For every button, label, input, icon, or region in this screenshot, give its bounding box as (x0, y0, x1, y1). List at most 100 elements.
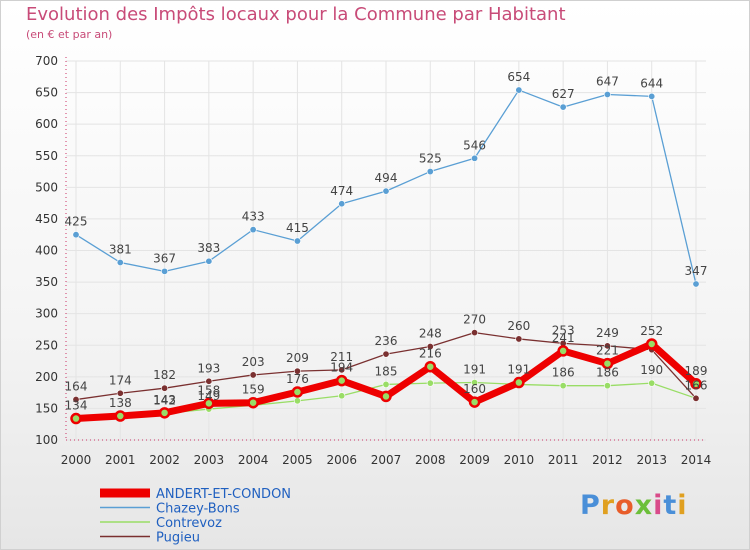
data-label: 241 (552, 331, 575, 345)
data-point (603, 382, 611, 390)
data-label: 474 (330, 184, 353, 198)
data-point (338, 392, 346, 400)
x-tick-label: 2008 (415, 453, 446, 467)
data-label: 433 (242, 210, 265, 224)
data-label: 194 (330, 361, 353, 375)
logo-letter: o (615, 490, 635, 521)
data-label: 525 (419, 152, 442, 166)
data-label: 166 (685, 378, 708, 392)
data-point (338, 200, 346, 208)
data-point (203, 397, 215, 410)
data-point (471, 379, 479, 387)
data-point (293, 397, 301, 405)
data-label: 160 (463, 382, 486, 396)
data-point (692, 394, 700, 402)
data-labels: 134 138 143 158 159 176 194 216 160 191 241 221 252 1… (65, 70, 708, 412)
chart-title: Evolution des Impôts locaux pour la Comm… (26, 4, 566, 25)
legend-label-0: ANDERT-ET-CONDON (156, 487, 291, 502)
data-label: 164 (65, 380, 88, 394)
data-label: 381 (109, 243, 132, 257)
data-label: 644 (640, 76, 663, 90)
data-point (690, 378, 702, 390)
data-point (426, 168, 434, 176)
data-label: 211 (330, 350, 353, 364)
data-label: 425 (65, 215, 88, 229)
x-tick-label: 2006 (326, 453, 357, 467)
x-tick-label: 2009 (459, 453, 490, 467)
data-point (645, 338, 658, 350)
data-point (158, 407, 171, 419)
data-label: 191 (463, 363, 486, 377)
data-label: 627 (552, 87, 575, 101)
data-point (161, 384, 169, 392)
y-tick-label: 700 (35, 54, 58, 68)
y-tick-label: 100 (35, 433, 58, 447)
x-tick-label: 2012 (592, 453, 623, 467)
data-point (424, 360, 437, 373)
data-point (471, 154, 479, 162)
data-label: 159 (242, 383, 265, 397)
logo-letter: i (677, 490, 688, 521)
y-tick-label: 600 (35, 117, 58, 131)
data-point (648, 92, 656, 100)
data-label: 252 (640, 324, 663, 338)
data-point (72, 396, 80, 404)
data-label: 158 (197, 383, 220, 397)
data-point (291, 386, 304, 398)
y-tick-label: 150 (35, 401, 58, 415)
x-tick-label: 2014 (681, 453, 712, 467)
y-tick-label: 400 (35, 244, 58, 258)
legend-label-2: Contrevoz (156, 516, 222, 531)
data-label: 383 (197, 241, 220, 255)
data-point (513, 376, 525, 389)
data-label: 149 (197, 389, 220, 403)
data-label: 189 (685, 364, 708, 378)
data-point (114, 410, 127, 422)
data-point (648, 379, 656, 387)
logo-letter: r (600, 490, 616, 521)
data-label: 546 (463, 138, 486, 152)
legend: ANDERT-ET-CONDONChazey-BonsContrevozPugi… (100, 487, 291, 546)
grid-lines (66, 60, 706, 441)
y-tick-label: 450 (35, 212, 58, 226)
data-point (335, 374, 348, 387)
data-label: 134 (65, 399, 88, 413)
data-point (559, 382, 567, 390)
data-label: 138 (109, 396, 132, 410)
y-tick-label: 650 (35, 86, 58, 100)
data-point (515, 86, 523, 94)
data-label: 209 (286, 351, 309, 365)
y-tick-label: 300 (35, 307, 58, 321)
x-tick-label: 2004 (238, 453, 269, 467)
data-label: 367 (153, 251, 176, 265)
data-point (382, 187, 390, 195)
x-tick-label: 2007 (371, 453, 402, 467)
y-tick-label: 200 (35, 370, 58, 384)
data-point (249, 371, 257, 379)
data-point (205, 377, 213, 385)
x-tick-label: 2010 (504, 453, 535, 467)
data-label: 221 (596, 344, 619, 358)
data-label: 186 (596, 366, 619, 380)
data-label: 415 (286, 221, 309, 235)
data-label: 193 (197, 361, 220, 375)
data-point (426, 379, 434, 387)
data-point (380, 390, 392, 403)
x-tick-label: 2011 (548, 453, 579, 467)
data-point (72, 231, 80, 239)
data-label: 647 (596, 74, 619, 88)
logo-letter: x (634, 490, 654, 521)
y-tick-label: 250 (35, 338, 58, 352)
data-label: 347 (685, 264, 708, 278)
data-point (293, 237, 301, 245)
data-point (70, 412, 82, 425)
x-tick-label: 2005 (282, 453, 313, 467)
y-tick-label: 550 (35, 149, 58, 163)
y-tick-label: 500 (35, 180, 58, 194)
x-tick-label: 2001 (105, 453, 136, 467)
data-point (205, 257, 213, 265)
data-point (426, 343, 434, 351)
data-point (382, 350, 390, 358)
data-label: 248 (419, 327, 442, 341)
data-point (116, 389, 124, 397)
